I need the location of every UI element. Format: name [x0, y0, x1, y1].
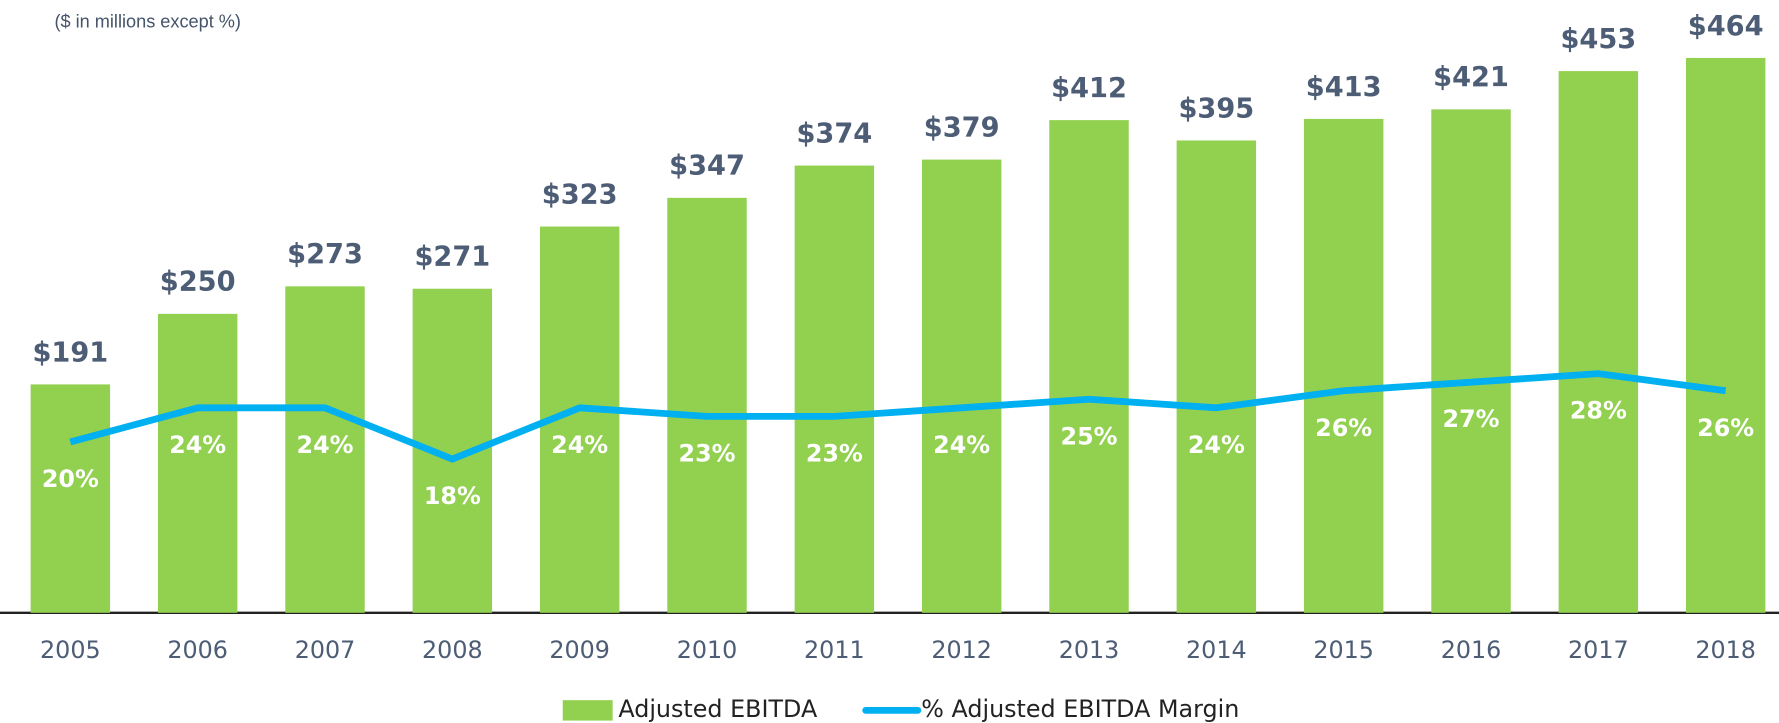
value-label: $374 — [796, 118, 872, 149]
x-tick-label: 2013 — [1059, 636, 1120, 664]
legend-label: Adjusted EBITDA — [618, 695, 818, 723]
value-label: 24% — [169, 431, 226, 459]
x-tick-label: 2006 — [167, 636, 228, 664]
value-label: 24% — [551, 431, 608, 459]
value-label: 24% — [933, 431, 990, 459]
value-label: 26% — [1697, 414, 1754, 442]
value-label: 27% — [1443, 405, 1500, 433]
x-tick-label: 2010 — [677, 636, 738, 664]
x-tick-label: 2014 — [1186, 636, 1247, 664]
bar — [667, 197, 747, 613]
value-label: $453 — [1560, 24, 1636, 55]
value-label: $413 — [1306, 72, 1382, 103]
x-tick-label: 2011 — [804, 636, 865, 664]
bar — [157, 313, 238, 613]
x-tick-label: 2017 — [1568, 636, 1629, 664]
bar — [794, 165, 875, 613]
x-tick-label: 2009 — [549, 636, 610, 664]
value-label: $412 — [1051, 73, 1127, 104]
value-label: 23% — [806, 439, 863, 467]
value-label: $421 — [1433, 62, 1509, 93]
value-label: $464 — [1688, 11, 1764, 42]
legend-swatch — [562, 700, 613, 721]
value-label: $323 — [542, 179, 618, 210]
bar — [1049, 120, 1129, 613]
value-label: 26% — [1315, 414, 1372, 442]
value-label: 25% — [1061, 422, 1118, 450]
value-label: 23% — [679, 439, 736, 467]
x-tick-label: 2005 — [40, 636, 101, 664]
x-tick-label: 2007 — [295, 636, 356, 664]
line — [69, 370, 1727, 463]
bar — [285, 286, 365, 613]
bar — [1303, 118, 1384, 613]
value-label: 18% — [424, 482, 481, 510]
subtitle: ($ in millions except %) — [54, 12, 241, 32]
value-label: 24% — [297, 431, 354, 459]
value-label: $347 — [669, 151, 745, 182]
x-tick-label: 2012 — [931, 636, 992, 664]
bar — [1176, 140, 1257, 613]
value-label: $271 — [414, 242, 490, 273]
legend-label: % Adjusted EBITDA Margin — [921, 695, 1239, 723]
bar — [1431, 109, 1511, 613]
value-label: 20% — [42, 465, 99, 493]
value-label: $250 — [160, 267, 236, 298]
x-tick-label: 2008 — [422, 636, 483, 664]
bar — [1558, 71, 1639, 613]
value-label: $395 — [1178, 93, 1254, 124]
x-tick-label: 2015 — [1313, 636, 1374, 664]
value-label: $191 — [32, 337, 108, 368]
value-label: $379 — [924, 112, 1000, 143]
bar — [921, 159, 1002, 613]
x-tick-label: 2016 — [1441, 636, 1502, 664]
bar — [1685, 57, 1766, 613]
value-label: 28% — [1570, 397, 1627, 425]
value-label: 24% — [1188, 431, 1245, 459]
value-label: $273 — [287, 239, 363, 270]
x-tick-label: 2018 — [1695, 636, 1756, 664]
bar — [30, 384, 111, 613]
